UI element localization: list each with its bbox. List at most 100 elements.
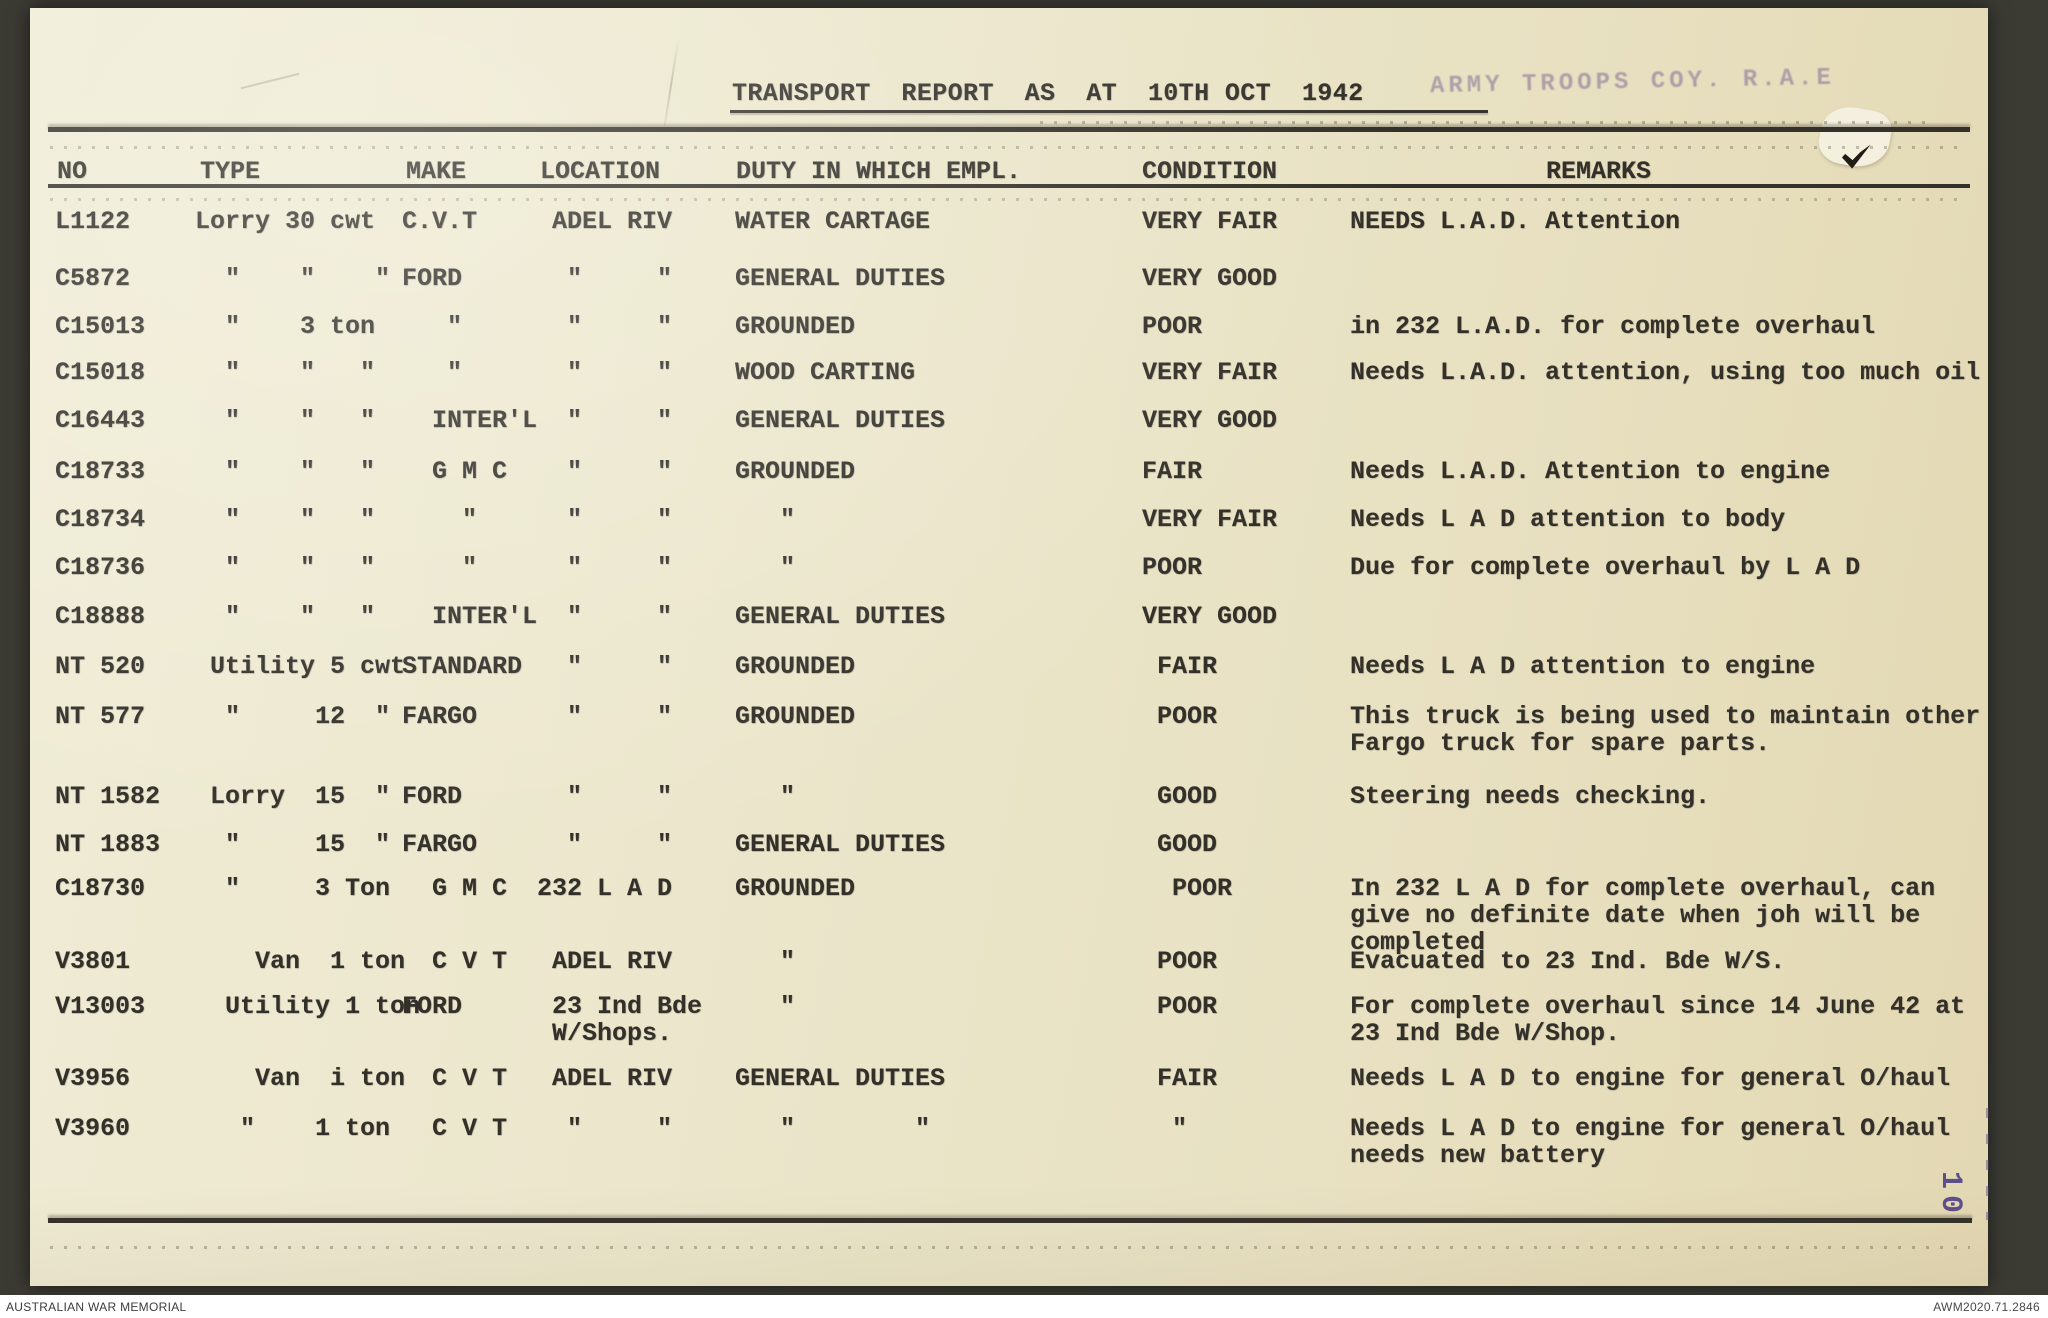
cell-remarks: Needs L A D to engine for general O/haul (1350, 1064, 1951, 1093)
horizontal-rule-top (48, 127, 1970, 132)
cell-remarks: Evacuated to 23 Ind. Bde W/S. (1350, 947, 1786, 976)
cell-location: ADEL RIV (537, 1064, 673, 1093)
column-header-duty: DUTY IN WHICH EMPL. (736, 157, 1022, 186)
cell-no: NT 1883 (55, 830, 161, 859)
cell-condition: FAIR (1142, 457, 1203, 486)
cell-duty: GROUNDED (735, 702, 856, 731)
cell-duty: WATER CARTAGE (735, 207, 931, 236)
cell-remarks: Needs L A D attention to body (1350, 505, 1786, 534)
cell-type: " " " (195, 602, 376, 631)
cell-condition: VERY FAIR (1142, 207, 1278, 236)
cell-remarks: For complete overhaul since 14 June 42 a… (1350, 992, 1966, 1048)
cell-location: " " (537, 505, 673, 534)
cell-make: C V T (402, 1114, 508, 1143)
cell-no: V13003 (55, 992, 146, 1021)
crease-mark (662, 38, 680, 133)
cell-location: " " (537, 457, 673, 486)
cell-condition: GOOD (1142, 830, 1218, 859)
cell-type: Lorry 30 cwt (195, 207, 376, 236)
cell-location: " " (537, 264, 673, 293)
cell-make: C.V.T (402, 207, 478, 236)
edge-dash-line (1986, 1108, 1989, 1220)
cell-duty: WOOD CARTING (735, 358, 916, 387)
cell-type: Van 1 ton (195, 947, 406, 976)
cell-remarks: Needs L A D attention to engine (1350, 652, 1816, 681)
page-title: TRANSPORT REPORT AS AT 10TH OCT 1942 (732, 79, 1364, 108)
cell-location: " " (537, 553, 673, 582)
dotted-line (50, 198, 1960, 201)
cell-type: Lorry 15 " (195, 782, 391, 811)
column-header-condition: CONDITION (1142, 157, 1278, 186)
cell-remarks: in 232 L.A.D. for complete overhaul (1350, 312, 1876, 341)
cell-make: FARGO (402, 702, 478, 731)
cell-make: STANDARD (402, 652, 523, 681)
cell-location: " " (537, 406, 673, 435)
cell-condition: " (1142, 1114, 1188, 1143)
cell-type: " " " (195, 406, 376, 435)
cell-condition: VERY GOOD (1142, 264, 1278, 293)
cell-type: " 15 " (195, 830, 391, 859)
cell-location: " " (537, 1114, 673, 1143)
cell-condition: POOR (1142, 992, 1218, 1021)
cell-location: 23 Ind Bde W/Shops. (552, 992, 703, 1048)
cell-type: " " " (195, 553, 376, 582)
column-header-location: LOCATION (540, 157, 661, 186)
cell-duty: GENERAL DUTIES (735, 1064, 946, 1093)
cell-location: ADEL RIV (537, 947, 673, 976)
cell-location: " " (537, 312, 673, 341)
cell-condition: VERY FAIR (1142, 505, 1278, 534)
cell-no: V3956 (55, 1064, 131, 1093)
cell-make: INTER'L (402, 602, 538, 631)
cell-make: " (402, 505, 478, 534)
cell-condition: GOOD (1142, 782, 1218, 811)
cell-no: C15013 (55, 312, 146, 341)
cell-remarks: Needs L.A.D. Attention to engine (1350, 457, 1831, 486)
dotted-line (1040, 121, 1930, 124)
cell-no: V3960 (55, 1114, 131, 1143)
cell-duty: " (735, 947, 796, 976)
column-header-remarks: REMARKS (1546, 157, 1652, 186)
column-header-make: MAKE (406, 157, 467, 186)
dotted-line (50, 1246, 1970, 1249)
page-number: 10 (1933, 1170, 1968, 1220)
header-underline (48, 184, 1970, 188)
cell-no: NT 1582 (55, 782, 161, 811)
crease-mark (240, 72, 300, 90)
cell-duty: " (735, 992, 796, 1021)
cell-location: " " (537, 358, 673, 387)
cell-type: " 1 ton (195, 1114, 391, 1143)
cell-type: Utility 5 cwt (195, 652, 406, 681)
cell-type: " " " (195, 457, 376, 486)
cell-location: ADEL RIV (537, 207, 673, 236)
cell-duty: " (735, 553, 796, 582)
cell-no: C15018 (55, 358, 146, 387)
document-paper: TRANSPORT REPORT AS AT 10TH OCT 1942 ARM… (30, 8, 1989, 1286)
cell-condition: POOR (1142, 874, 1233, 903)
cell-remarks: Due for complete overhaul by L A D (1350, 553, 1861, 582)
cell-type: " 3 Ton (195, 874, 391, 903)
cell-duty: GROUNDED (735, 457, 856, 486)
cell-make: G M C (402, 457, 508, 486)
cell-make: FORD (402, 782, 463, 811)
cell-no: C18736 (55, 553, 146, 582)
cell-remarks: This truck is being used to maintain oth… (1350, 702, 1981, 758)
cell-no: C18734 (55, 505, 146, 534)
cell-remarks: Needs L A D to engine for general O/haul… (1350, 1114, 1951, 1170)
cell-remarks: In 232 L A D for complete overhaul, can … (1350, 874, 1936, 957)
cell-duty: GENERAL DUTIES (735, 602, 946, 631)
cell-make: G M C (402, 874, 508, 903)
dotted-line (50, 146, 1960, 149)
cell-location: " " (537, 702, 673, 731)
cell-no: C18888 (55, 602, 146, 631)
cell-location: 232 L A D (537, 874, 673, 903)
cell-make: C V T (402, 1064, 508, 1093)
cell-type: Utility 1 ton (195, 992, 421, 1021)
cell-location: " " (537, 652, 673, 681)
cell-make: " (402, 312, 463, 341)
cell-condition: FAIR (1142, 652, 1218, 681)
cell-condition: VERY GOOD (1142, 602, 1278, 631)
cell-duty: " " (735, 1114, 931, 1143)
cell-type: " 12 " (195, 702, 391, 731)
cell-condition: POOR (1142, 702, 1218, 731)
